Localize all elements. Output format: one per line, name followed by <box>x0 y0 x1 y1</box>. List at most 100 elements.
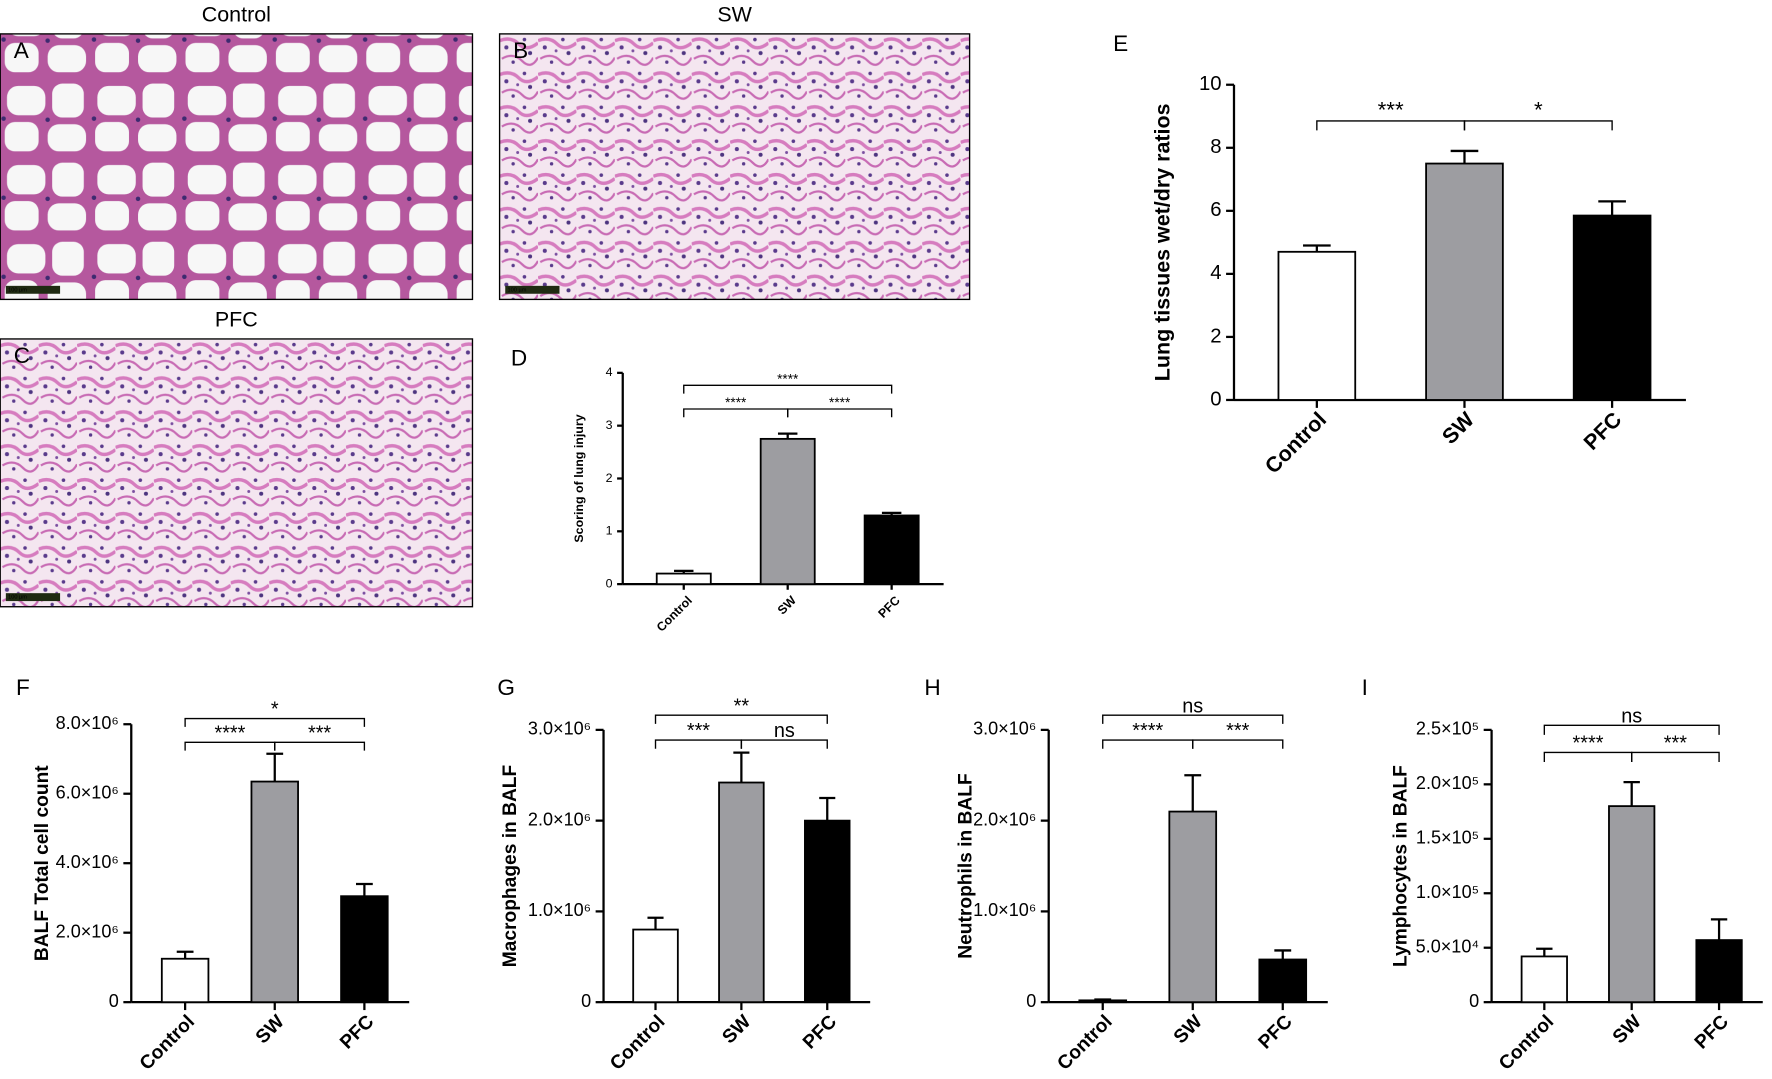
panel-title: PFC <box>215 308 258 332</box>
bar <box>1695 939 1743 1004</box>
panel-letter: C <box>14 343 30 368</box>
x-tick-label: Control <box>1260 407 1331 478</box>
y-tick-label: 3.0×10⁶ <box>973 719 1036 739</box>
significance-label: *** <box>1226 720 1249 742</box>
significance-label: ** <box>734 695 750 717</box>
bar <box>1520 955 1568 1004</box>
bar <box>1258 958 1308 1004</box>
panel-letter: H <box>924 675 940 700</box>
scale-bar <box>5 285 61 294</box>
x-tick-label: PFC <box>336 1011 378 1053</box>
x-tick-label: PFC <box>875 593 902 620</box>
bar <box>1608 805 1656 1004</box>
y-tick-label: 8 <box>1210 136 1221 158</box>
significance-bracket <box>740 739 828 749</box>
y-tick-label: 2.0×10⁶ <box>973 809 1036 829</box>
bar <box>632 928 679 1004</box>
panel-letter: I <box>1362 675 1368 700</box>
y-tick-label: 2.5×10⁵ <box>1416 719 1479 739</box>
scale-bar-label: 100 µm <box>508 287 527 293</box>
significance-label: **** <box>725 395 747 410</box>
significance-bracket <box>787 408 893 418</box>
y-tick-label: 4 <box>1210 262 1221 284</box>
panel-title: Control <box>202 2 271 26</box>
bar <box>759 437 816 586</box>
significance-label: **** <box>214 722 245 744</box>
significance-label: *** <box>308 722 331 744</box>
y-tick-label: 10 <box>1199 73 1222 95</box>
significance-bracket <box>1543 724 1720 735</box>
y-tick-label: 0 <box>1210 388 1221 410</box>
x-tick-label: Control <box>606 1011 669 1074</box>
panel-letter: B <box>513 38 528 63</box>
y-axis-label: Macrophages in BALF <box>500 764 521 967</box>
bar <box>718 781 765 1004</box>
bar <box>1078 999 1128 1004</box>
x-tick-label: SW <box>1437 407 1479 449</box>
y-tick-label: 6.0×10⁶ <box>56 782 119 802</box>
y-axis-label: Lung tissues wet/dry ratios <box>1151 103 1175 381</box>
significance-bracket <box>1631 751 1720 762</box>
significance-label: ns <box>1182 695 1203 717</box>
bar <box>1425 162 1504 401</box>
bar <box>1277 250 1357 401</box>
y-tick-label: 8.0×10⁶ <box>56 713 119 733</box>
significance-bracket <box>1102 714 1284 724</box>
bar <box>804 819 851 1004</box>
x-tick-label: Control <box>1495 1011 1558 1074</box>
x-tick-label: Control <box>654 593 695 634</box>
significance-bracket <box>683 384 893 394</box>
x-tick-label: SW <box>1170 1011 1207 1048</box>
significance-bracket <box>683 408 789 418</box>
x-tick-label: PFC <box>799 1011 841 1053</box>
bar <box>160 957 210 1004</box>
x-tick-label: PFC <box>1255 1011 1297 1053</box>
significance-bracket <box>1192 739 1284 749</box>
significance-label: *** <box>1378 98 1404 123</box>
bar <box>655 572 712 586</box>
histology-image <box>498 33 971 301</box>
y-tick-label: 0 <box>1026 991 1036 1011</box>
y-tick-label: 5.0×10⁴ <box>1416 936 1480 956</box>
significance-label: **** <box>1132 720 1163 742</box>
y-tick-label: 0 <box>109 991 119 1011</box>
y-tick-label: 1.0×10⁶ <box>528 900 591 920</box>
significance-label: **** <box>1573 733 1604 755</box>
x-tick-label: SW <box>252 1011 289 1048</box>
significance-label: ns <box>1621 705 1642 727</box>
panel-letter: A <box>14 38 30 63</box>
significance-bracket <box>1463 120 1613 131</box>
y-axis-label: BALF Total cell count <box>32 765 53 961</box>
y-tick-label: 0 <box>581 991 591 1011</box>
bar <box>1572 214 1652 401</box>
y-tick-label: 1 <box>606 524 613 538</box>
bar <box>1168 810 1218 1004</box>
y-tick-label: 1.5×10⁵ <box>1416 828 1479 848</box>
significance-label: *** <box>1664 733 1687 755</box>
y-tick-label: 0 <box>606 576 613 590</box>
scale-bar-label: 100 µm <box>8 287 27 293</box>
y-tick-label: 4 <box>606 365 613 379</box>
y-tick-label: 2.0×10⁶ <box>56 921 119 941</box>
significance-label: **** <box>777 371 799 386</box>
x-tick-label: SW <box>775 593 799 617</box>
y-axis-label: Lymphocytes in BALF <box>1390 765 1411 967</box>
y-axis-label: Scoring of lung injury <box>572 414 586 542</box>
significance-label: ns <box>774 720 795 742</box>
significance-label: **** <box>829 395 851 410</box>
panel-letter: D <box>511 345 527 370</box>
x-tick-label: SW <box>1609 1011 1646 1048</box>
bar <box>863 514 920 586</box>
significance-label: *** <box>687 720 710 742</box>
y-tick-label: 2.0×10⁶ <box>528 809 591 829</box>
y-tick-label: 2 <box>606 471 613 485</box>
significance-bracket <box>184 717 366 727</box>
significance-label: * <box>1534 98 1543 123</box>
y-tick-label: 3 <box>606 418 613 432</box>
y-axis-label: Neutrophils in BALF <box>955 773 976 959</box>
y-tick-label: 6 <box>1210 199 1221 221</box>
panel-letter: E <box>1113 31 1128 56</box>
y-tick-label: 3.0×10⁶ <box>528 719 591 739</box>
